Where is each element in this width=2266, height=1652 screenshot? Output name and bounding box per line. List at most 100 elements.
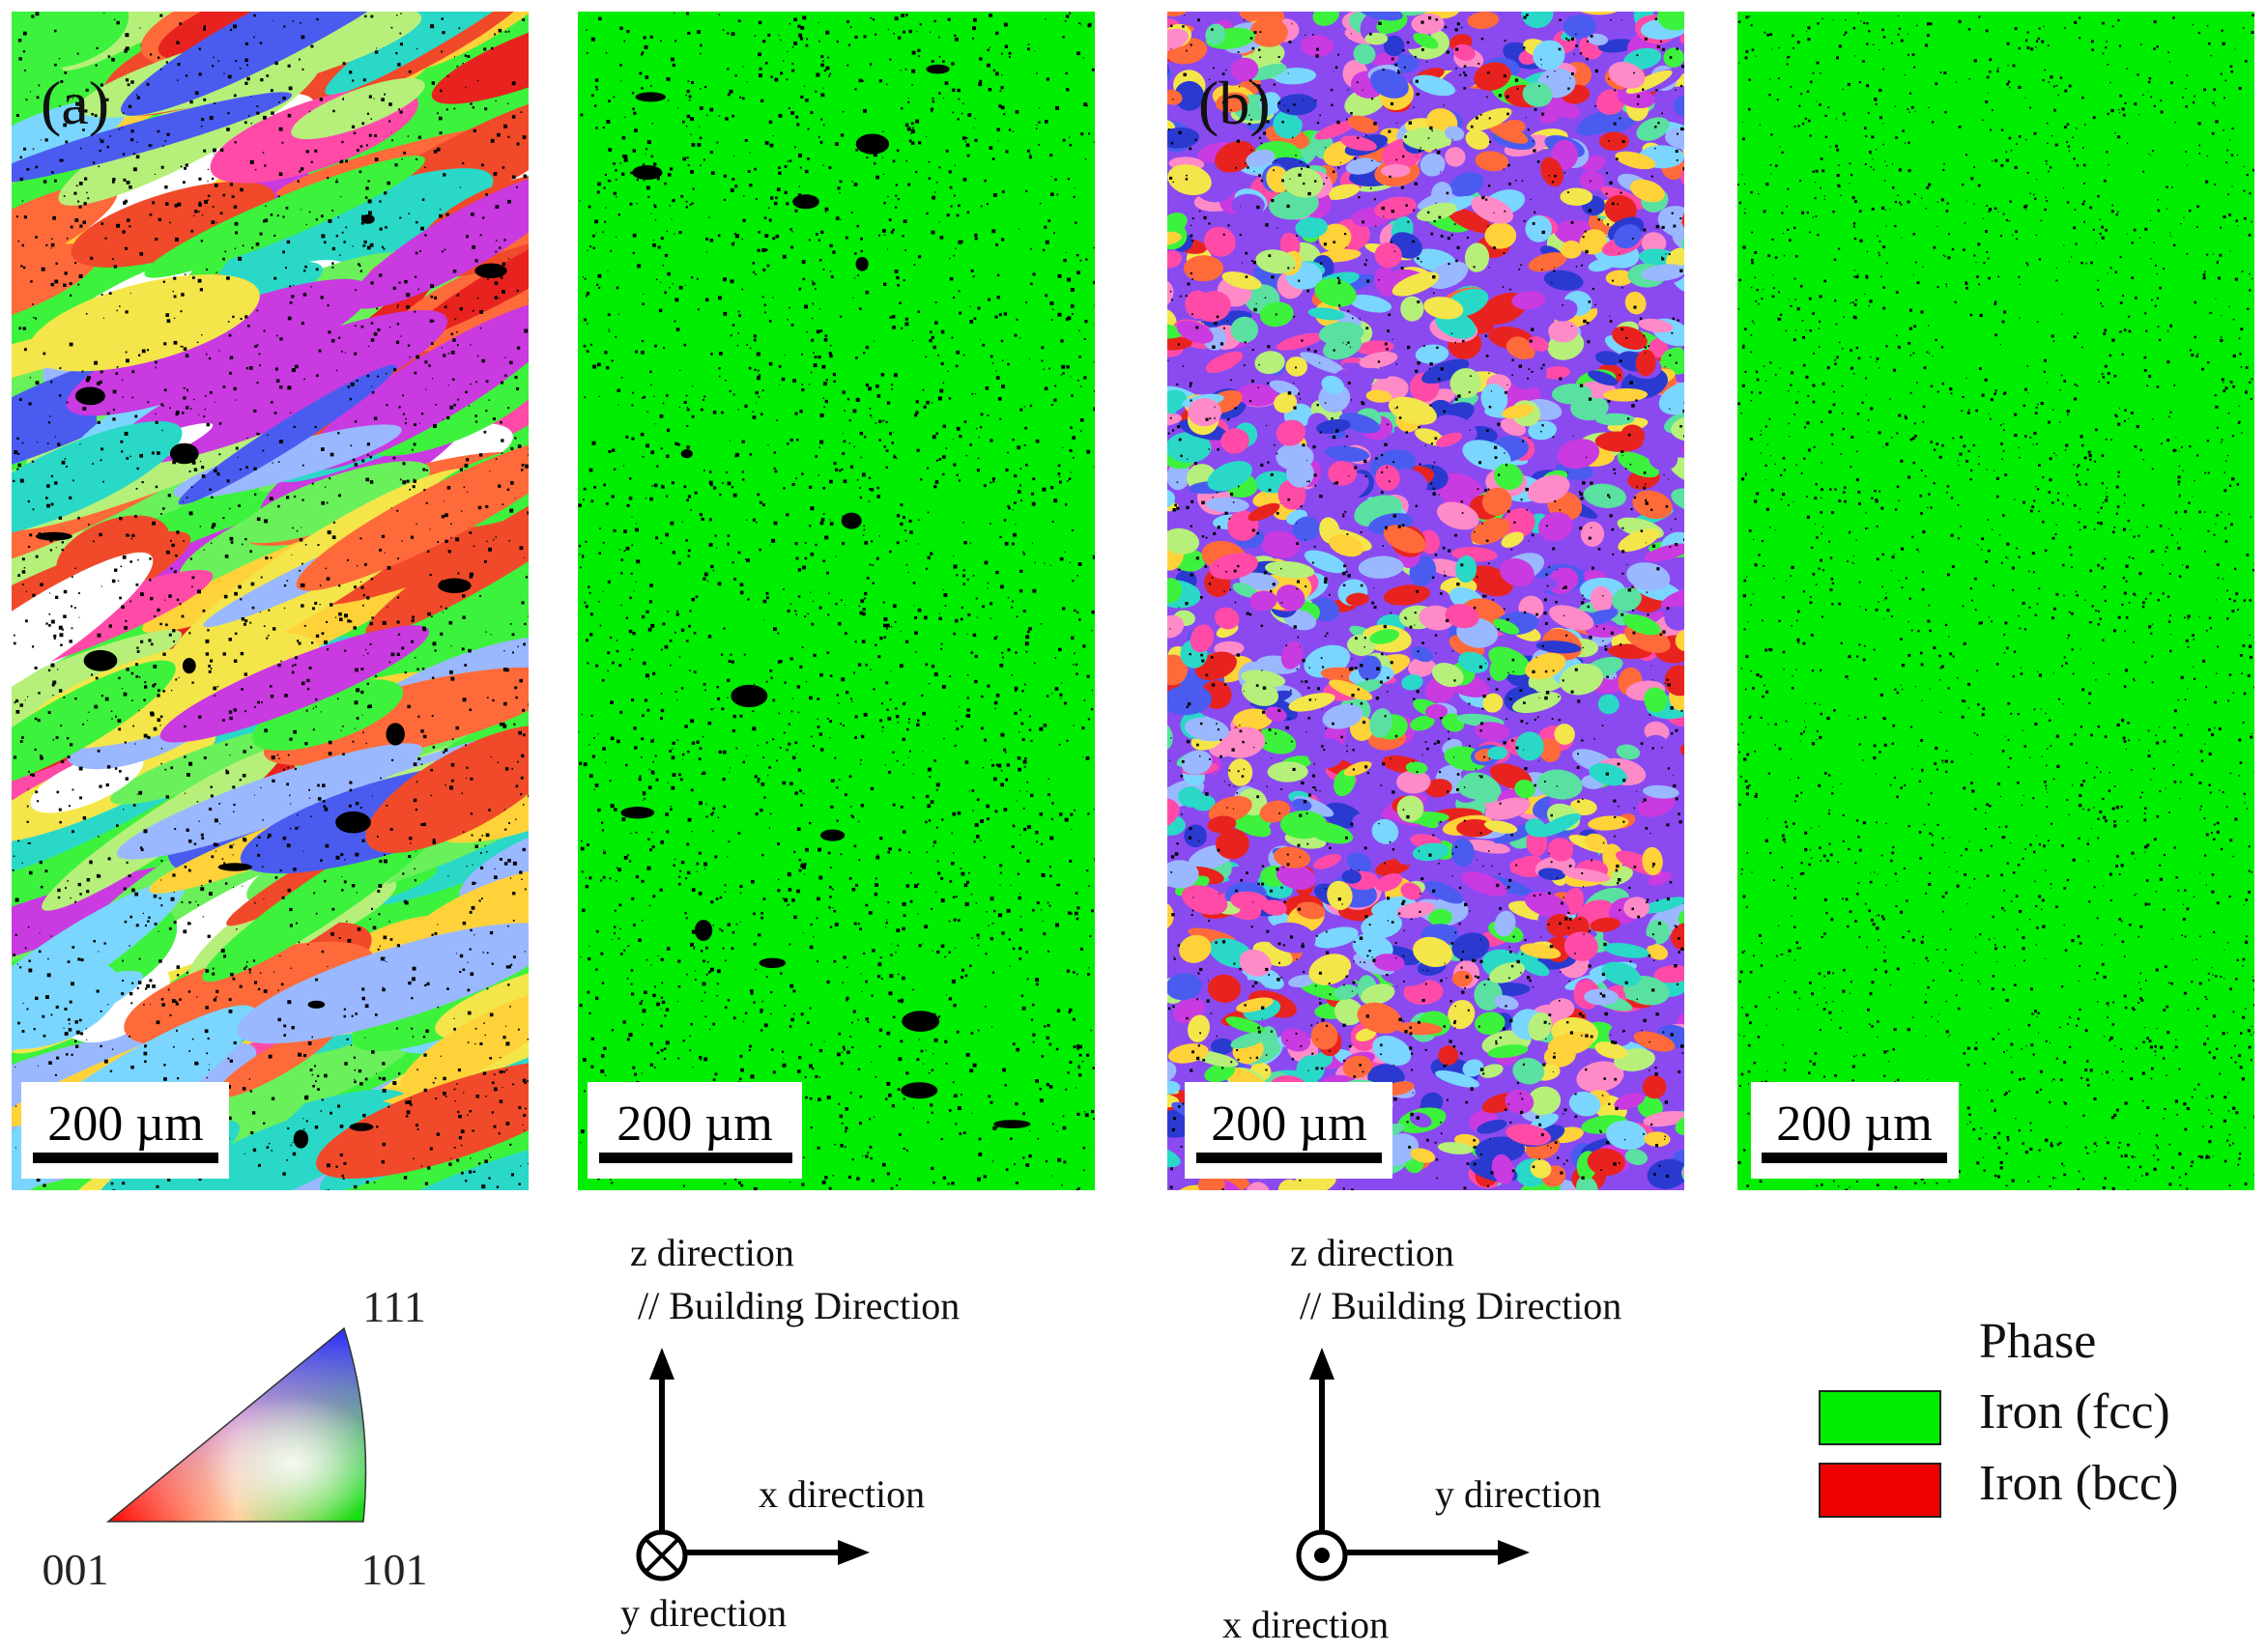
noise-dot — [22, 327, 26, 330]
noise-dot — [456, 1083, 458, 1085]
noise-dot — [836, 41, 839, 43]
noise-dot — [1087, 973, 1090, 976]
noise-dot — [792, 1012, 795, 1015]
noise-dot — [899, 301, 902, 304]
noise-dot — [390, 131, 392, 133]
noise-dot — [898, 36, 902, 40]
noise-dot — [384, 552, 386, 554]
noise-dot — [528, 794, 529, 798]
noise-dot — [346, 1038, 349, 1040]
noise-dot — [860, 758, 862, 761]
noise-dot — [764, 141, 769, 145]
noise-dot — [277, 989, 279, 991]
noise-dot — [91, 112, 94, 116]
noise-dot — [636, 203, 638, 205]
noise-dot — [175, 411, 180, 414]
noise-dot — [367, 705, 371, 709]
noise-dot — [916, 448, 920, 452]
noise-dot — [827, 851, 831, 855]
noise-dot — [722, 750, 727, 755]
noise-dot — [525, 576, 529, 579]
noise-dot — [413, 479, 416, 483]
noise-dot — [502, 1036, 506, 1040]
noise-dot — [425, 469, 428, 471]
noise-dot — [614, 932, 616, 935]
noise-dot — [674, 691, 677, 693]
noise-dot — [887, 901, 890, 903]
noise-dot — [283, 584, 287, 587]
noise-dot — [345, 226, 348, 229]
noise-dot — [748, 1049, 751, 1052]
noise-dot — [301, 604, 304, 608]
noise-dot — [858, 605, 861, 608]
noise-dot — [603, 851, 606, 855]
noise-dot — [400, 13, 402, 14]
noise-dot — [95, 676, 99, 680]
noise-dot — [733, 233, 736, 236]
noise-dot — [152, 201, 156, 205]
noise-dot — [324, 486, 327, 488]
noise-dot — [687, 164, 690, 167]
noise-dot — [741, 440, 745, 443]
noise-dot — [797, 1069, 801, 1073]
noise-dot — [446, 987, 449, 990]
noise-dot — [173, 891, 175, 894]
noise-dot — [1047, 950, 1050, 953]
noise-dot — [585, 605, 588, 609]
noise-dot — [631, 544, 633, 547]
noise-dot — [317, 1074, 320, 1077]
noise-dot — [203, 549, 205, 551]
noise-dot — [786, 513, 789, 517]
noise-dot — [244, 672, 247, 676]
noise-dot — [925, 663, 929, 667]
noise-dot — [933, 759, 936, 762]
noise-dot — [896, 759, 899, 762]
noise-dot — [150, 1004, 152, 1005]
noise-dot — [14, 701, 16, 704]
noise-dot — [135, 583, 139, 586]
noise-dot — [672, 283, 674, 285]
noise-dot — [486, 987, 489, 990]
noise-dot — [343, 880, 347, 884]
noise-dot — [841, 1122, 844, 1125]
noise-dot — [667, 271, 671, 276]
noise-dot — [641, 879, 645, 883]
noise-dot — [593, 485, 596, 489]
noise-dot — [1001, 74, 1003, 76]
noise-dot — [295, 922, 298, 925]
noise-dot — [494, 281, 499, 285]
noise-dot — [723, 627, 726, 630]
noise-dot — [131, 533, 135, 537]
noise-dot — [1017, 756, 1021, 760]
noise-dot — [912, 988, 914, 991]
noise-dot — [131, 370, 135, 374]
noise-dot — [770, 991, 773, 994]
noise-dot — [376, 1072, 377, 1074]
noise-dot — [160, 762, 162, 765]
noise-dot — [388, 102, 392, 106]
noise-dot — [611, 1182, 614, 1184]
noise-dot — [886, 919, 888, 921]
noise-dot — [125, 78, 129, 82]
noise-dot — [935, 826, 938, 829]
noise-dot — [105, 98, 109, 101]
noise-dot — [934, 480, 939, 484]
noise-dot — [335, 369, 338, 372]
noise-dot — [494, 1087, 498, 1092]
noise-dot — [1051, 693, 1053, 695]
noise-dot — [185, 354, 189, 357]
noise-dot — [974, 654, 978, 658]
noise-dot — [739, 921, 741, 923]
noise-dot — [917, 913, 919, 915]
noise-dot — [353, 131, 357, 135]
noise-dot — [584, 318, 587, 322]
noise-dot — [714, 534, 717, 537]
noise-dot — [848, 442, 851, 444]
noise-dot — [173, 295, 177, 299]
noise-dot — [21, 441, 24, 444]
noise-dot — [691, 143, 696, 147]
noise-dot — [1010, 884, 1012, 886]
noise-dot — [928, 160, 931, 163]
noise-dot — [244, 81, 248, 85]
noise-dot — [855, 884, 858, 887]
